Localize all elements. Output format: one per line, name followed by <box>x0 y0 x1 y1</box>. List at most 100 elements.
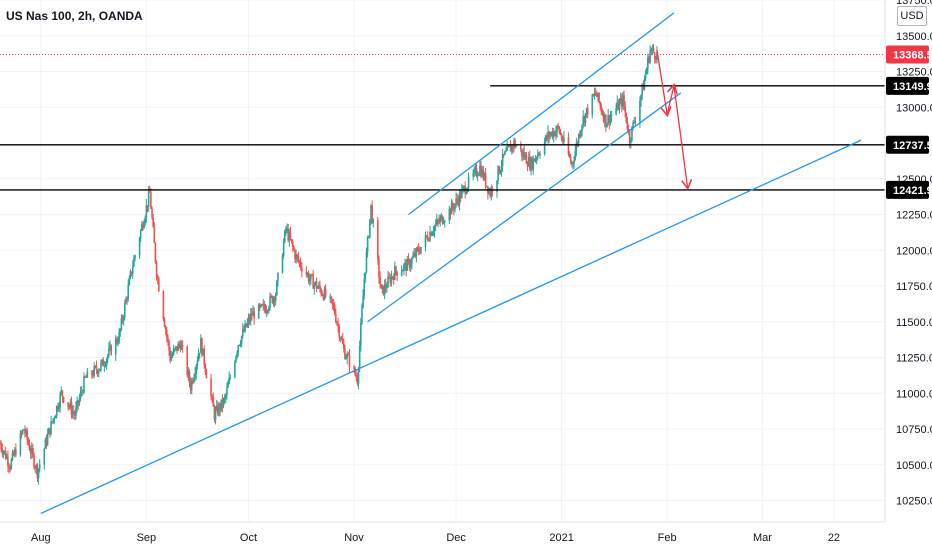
candle-body <box>378 259 380 278</box>
candle-body <box>558 126 561 133</box>
candle-body <box>264 308 267 313</box>
candle-body <box>653 52 656 59</box>
candle-body <box>297 256 300 261</box>
candle-body <box>620 98 623 107</box>
candle-body <box>643 79 646 91</box>
candle-body <box>147 191 150 207</box>
projection-arrow[interactable] <box>656 49 667 114</box>
y-tick-label: 11500.0 <box>896 317 932 329</box>
candle-body <box>117 342 119 344</box>
time-axis[interactable]: Aug Sep Oct Nov Dec 2021 Feb Mar 22 <box>0 521 885 544</box>
candle-body <box>97 370 100 374</box>
candle-body <box>543 141 546 155</box>
y-tick-label: 13000.0 <box>896 102 932 114</box>
candle-body <box>527 156 530 167</box>
candle-body <box>655 58 657 60</box>
candle-body <box>382 285 385 295</box>
candle-body <box>189 382 192 391</box>
y-tick-label: 10750.0 <box>896 424 932 436</box>
candle-body <box>361 308 363 324</box>
candle-body <box>591 94 594 115</box>
candle-body <box>308 279 311 282</box>
candle-body <box>521 149 523 157</box>
candle-body <box>439 217 442 223</box>
candle-body <box>512 145 514 148</box>
candle-body <box>624 106 626 113</box>
candle-body <box>252 311 254 316</box>
candle-body <box>118 332 120 343</box>
candle-body <box>54 415 57 419</box>
candle-body <box>78 398 81 404</box>
candle-body <box>441 215 444 224</box>
candle-body <box>560 134 563 140</box>
trendline[interactable] <box>408 12 675 216</box>
currency-button[interactable]: USD <box>897 6 927 26</box>
candle-body <box>144 217 147 224</box>
candle-body <box>400 271 403 276</box>
candle-body <box>406 258 409 271</box>
candle-body <box>131 266 134 274</box>
candle-body <box>380 284 383 289</box>
candle-body <box>626 122 629 131</box>
candle-body <box>337 323 339 327</box>
y-tick-label: 12000.0 <box>896 245 932 257</box>
candle-body <box>103 365 106 367</box>
candle-body <box>647 57 649 69</box>
candle-body <box>625 112 628 123</box>
candle-body <box>291 241 294 247</box>
candle-body <box>489 189 491 197</box>
candle-body <box>219 404 221 411</box>
level-label: 12737.5 <box>893 140 932 152</box>
candle-body <box>162 291 165 320</box>
candle-body <box>119 329 122 333</box>
candle-body <box>307 273 310 282</box>
candle-body <box>289 232 292 240</box>
projection-arrow[interactable] <box>666 86 674 115</box>
candle-body <box>561 139 564 143</box>
candle-body <box>479 165 481 174</box>
candle-body <box>369 219 371 237</box>
candle-body <box>213 406 216 420</box>
candle-body <box>109 345 111 349</box>
candle-body <box>188 371 191 383</box>
drawings-layer[interactable] <box>0 12 885 515</box>
level-label-bg <box>886 180 929 199</box>
candle-body <box>314 281 317 285</box>
candle-body <box>67 402 69 407</box>
candle-body <box>127 285 130 299</box>
trendline[interactable] <box>367 92 682 323</box>
candle-body <box>555 131 557 136</box>
candle-body <box>547 131 549 139</box>
candle-body <box>92 374 94 376</box>
candle-body <box>226 387 228 395</box>
candle-body <box>204 364 207 372</box>
projection-arrow[interactable] <box>673 85 688 188</box>
candle-body <box>601 111 604 115</box>
candle-body <box>74 413 76 416</box>
candle-body <box>143 223 145 229</box>
candle-body <box>642 84 645 91</box>
candle-body <box>151 208 153 218</box>
candle-body <box>509 145 512 152</box>
candle-body <box>462 187 464 190</box>
candle-body <box>440 215 443 218</box>
candle-body <box>8 465 10 468</box>
y-tick-label: 12250.0 <box>896 210 932 222</box>
candle-body <box>46 434 49 445</box>
candle-body <box>463 186 465 188</box>
candle-body <box>639 101 641 122</box>
candle-body <box>323 288 326 300</box>
candle-body <box>451 203 454 208</box>
candle-body <box>554 131 556 136</box>
candle-body <box>85 376 88 378</box>
trendline[interactable] <box>40 139 862 515</box>
candle-body <box>240 335 243 344</box>
candle-body <box>563 137 565 143</box>
candle-body <box>336 322 338 324</box>
price-axis[interactable]: 13750.013500.013250.013000.012500.012250… <box>884 0 932 550</box>
candle-body <box>152 217 154 227</box>
candle-body <box>177 343 179 351</box>
candle-body <box>519 146 522 150</box>
candle-body <box>274 295 277 302</box>
